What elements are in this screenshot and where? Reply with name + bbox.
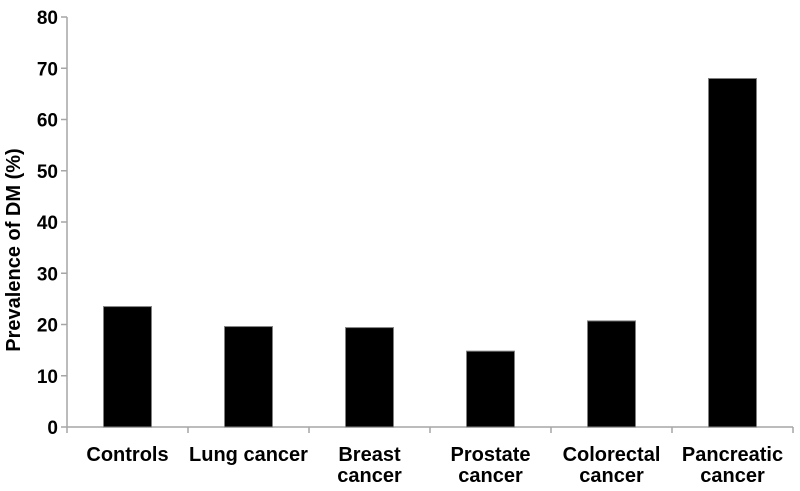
bar-colorectal-cancer bbox=[587, 320, 636, 428]
y-tick-label: 40 bbox=[37, 213, 58, 234]
y-tick-label: 0 bbox=[47, 418, 58, 439]
y-tick-label: 80 bbox=[37, 8, 58, 29]
bar-controls bbox=[103, 306, 152, 428]
bar-prostate-cancer bbox=[466, 350, 515, 428]
y-tick-label: 60 bbox=[37, 111, 58, 132]
bar-lung-cancer bbox=[224, 326, 273, 428]
x-category-label-pancreatic-cancer: Pancreatic bbox=[682, 444, 783, 466]
bar-pancreatic-cancer bbox=[708, 78, 757, 428]
y-tick-label: 20 bbox=[37, 316, 58, 337]
x-category-label-colorectal-cancer: cancer bbox=[579, 465, 644, 487]
y-tick-label: 30 bbox=[37, 264, 58, 285]
x-category-label-prostate-cancer: cancer bbox=[458, 465, 523, 487]
x-category-label-prostate-cancer: Prostate bbox=[450, 444, 530, 466]
x-category-label-lung-cancer: Lung cancer bbox=[189, 444, 308, 466]
x-category-label-controls: Controls bbox=[86, 444, 168, 466]
x-category-label-breast-cancer: Breast bbox=[338, 444, 401, 466]
y-axis-title: Prevalence of DM (%) bbox=[3, 148, 25, 351]
x-category-label-breast-cancer: cancer bbox=[337, 465, 402, 487]
y-tick-label: 10 bbox=[37, 367, 58, 388]
x-category-label-colorectal-cancer: Colorectal bbox=[563, 444, 661, 466]
x-category-label-pancreatic-cancer: cancer bbox=[700, 465, 765, 487]
bar-breast-cancer bbox=[345, 327, 394, 428]
y-tick-label: 70 bbox=[37, 59, 58, 80]
y-tick-label: 50 bbox=[37, 162, 58, 183]
